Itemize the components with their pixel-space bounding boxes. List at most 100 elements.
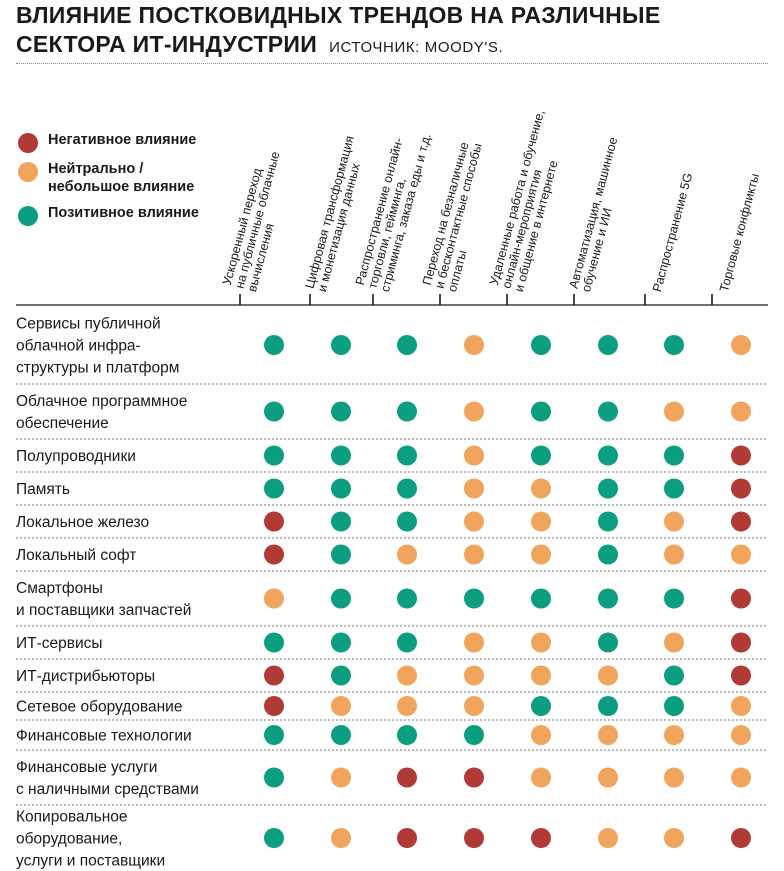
impact-dot-positive [531, 335, 551, 355]
row-label: облачной инфра- [16, 338, 141, 355]
impact-dot-positive [664, 696, 684, 716]
impact-dot-positive [331, 511, 351, 532]
impact-dot-neutral [731, 767, 751, 788]
impact-dot-negative [264, 511, 284, 532]
impact-dot-neutral [264, 588, 284, 609]
page-title: ВЛИЯНИЕ ПОСТКОВИДНЫХ ТРЕНДОВ НА РАЗЛИЧНЫ… [16, 2, 661, 28]
impact-dot-positive [598, 335, 618, 355]
impact-dot-positive [664, 445, 684, 466]
impact-dot-positive [531, 401, 551, 422]
impact-dot-positive [331, 588, 351, 609]
table-row: Сетевое оборудование [16, 696, 751, 716]
impact-dot-neutral [331, 696, 351, 716]
impact-dot-positive [397, 445, 417, 466]
legend-dot-neutral [18, 162, 38, 182]
impact-dot-negative [731, 665, 751, 686]
impact-dot-neutral [731, 725, 751, 745]
legend-label: Нейтрально / небольшое влияние [48, 161, 195, 195]
row-label: ИТ-дистрибьюторы [16, 668, 155, 685]
impact-dot-negative [731, 828, 751, 848]
impact-dot-positive [397, 725, 417, 745]
impact-dot-positive [397, 511, 417, 532]
impact-dot-neutral [531, 767, 551, 788]
impact-dot-neutral [664, 767, 684, 788]
impact-dot-neutral [464, 511, 484, 532]
impact-dot-negative [531, 828, 551, 848]
column-header-line: Распространение 5G [650, 171, 695, 293]
impact-dot-neutral [464, 632, 484, 653]
impact-dot-neutral [464, 665, 484, 686]
impact-dot-positive [598, 588, 618, 609]
impact-dot-positive [331, 665, 351, 686]
impact-dot-neutral [531, 665, 551, 686]
row-label: Локальное железо [16, 514, 149, 531]
impact-dot-positive [598, 696, 618, 716]
impact-dot-neutral [664, 828, 684, 848]
impact-dot-positive [331, 544, 351, 565]
impact-dot-positive [598, 544, 618, 565]
impact-dot-positive [664, 665, 684, 686]
impact-dot-neutral [397, 696, 417, 716]
impact-dot-neutral [598, 828, 618, 848]
row-label: с наличными средствами [16, 781, 199, 798]
table-row: Локальное железо [16, 511, 751, 532]
impact-dot-neutral [464, 544, 484, 565]
impact-dot-neutral [331, 828, 351, 848]
row-label: Смартфоны [16, 580, 103, 597]
table-row: Копировальное оборудование, услуги и поста… [16, 809, 751, 870]
impact-dot-negative [264, 665, 284, 686]
source-note: ИСТОЧНИК: MOODY'S. [329, 39, 504, 56]
table-row: Финансовые услуги с наличными средствами [16, 759, 751, 798]
legend-dot-positive [18, 206, 38, 226]
table-row: ИТ-дистрибьюторы [16, 665, 751, 686]
row-label: Финансовые технологии [16, 728, 192, 745]
impact-dot-positive [331, 478, 351, 499]
table-row: Смартфоны и поставщики запчастей [16, 580, 751, 619]
table-row: Локальный софт [16, 544, 751, 565]
impact-dot-negative [731, 445, 751, 466]
row-label: Полупроводники [16, 448, 136, 465]
impact-dot-neutral [731, 696, 751, 716]
impact-dot-negative [264, 544, 284, 565]
impact-dot-positive [531, 696, 551, 716]
impact-dot-positive [464, 725, 484, 745]
impact-dot-neutral [531, 544, 551, 565]
row-label: обеспечение [16, 415, 109, 432]
impact-dot-positive [664, 588, 684, 609]
impact-dot-negative [731, 478, 751, 499]
impact-dot-positive [331, 335, 351, 355]
table-row: Память [16, 478, 751, 499]
impact-dot-neutral [464, 696, 484, 716]
column-header: Удаленные работа и обучение,онлайн-мероп… [487, 108, 561, 293]
column-header-line: Торговые конфликты [717, 172, 762, 293]
impact-dot-negative [397, 767, 417, 788]
impact-dot-neutral [598, 767, 618, 788]
impact-dot-negative [464, 828, 484, 848]
impact-dot-neutral [598, 725, 618, 745]
impact-dot-neutral [464, 478, 484, 499]
impact-dot-positive [397, 588, 417, 609]
impact-dot-negative [464, 767, 484, 788]
impact-dot-neutral [531, 632, 551, 653]
impact-dot-neutral [664, 632, 684, 653]
impact-dot-positive [331, 725, 351, 745]
impact-dot-neutral [397, 665, 417, 686]
impact-dot-positive [331, 445, 351, 466]
impact-dot-neutral [731, 544, 751, 565]
impact-dot-positive [264, 401, 284, 422]
row-label: Копировальное [16, 809, 128, 826]
row-label: и поставщики запчастей [16, 602, 191, 619]
impact-dot-positive [264, 725, 284, 745]
impact-dot-positive [664, 335, 684, 355]
table-row: Облачное программное обеспечение [16, 393, 751, 432]
top-divider [16, 63, 768, 64]
impact-dot-neutral [531, 725, 551, 745]
impact-dot-positive [397, 401, 417, 422]
column-header: Распространение онлайн-торговли, гейминг… [353, 132, 434, 293]
impact-dot-neutral [531, 478, 551, 499]
title-text: СЕКТОРА ИТ-ИНДУСТРИИ [16, 31, 318, 57]
impact-dot-negative [731, 588, 751, 609]
impact-dot-negative [731, 632, 751, 653]
